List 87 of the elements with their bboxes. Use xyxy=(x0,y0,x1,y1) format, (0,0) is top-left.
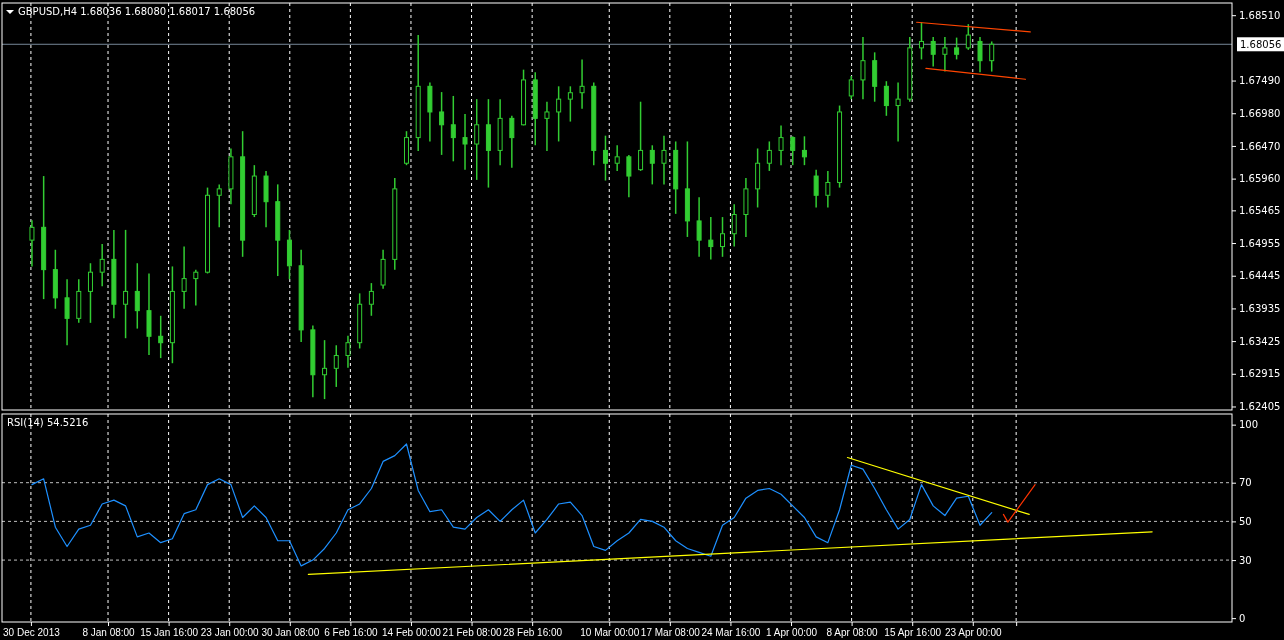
candlestick xyxy=(801,135,807,166)
x-tick-label: 28 Feb 16:00 xyxy=(503,627,563,639)
y-tick-label: 1.63425 xyxy=(1239,335,1281,347)
x-tick-label: 30 Dec 2013 xyxy=(3,627,61,639)
x-tick-label: 6 Feb 16:00 xyxy=(324,627,378,639)
chart-title: RSI(14) 54.5216 xyxy=(7,417,89,428)
y-tick-label: 100 xyxy=(1239,419,1259,431)
candlestick xyxy=(158,315,164,359)
x-tick-label: 17 Mar 08:00 xyxy=(640,627,701,639)
x-tick-label: 15 Jan 16:00 xyxy=(140,627,199,639)
candlestick xyxy=(883,80,889,117)
x-tick-label: 14 Feb 00:00 xyxy=(382,627,442,639)
y-tick-label: 1.64445 xyxy=(1239,270,1281,282)
y-tick-label: 1.67490 xyxy=(1239,75,1281,87)
candlestick xyxy=(954,36,960,61)
y-tick-label: 50 xyxy=(1239,516,1252,528)
y-tick-label: 0 xyxy=(1239,612,1246,624)
candlestick xyxy=(860,36,866,100)
x-tick-label: 10 Mar 00:00 xyxy=(580,627,640,639)
candlestick xyxy=(626,154,632,198)
candlestick xyxy=(638,100,644,172)
x-tick-label: 30 Jan 08:00 xyxy=(261,627,320,639)
candlestick xyxy=(181,245,187,310)
candlestick xyxy=(825,170,831,209)
y-tick-label: 1.68510 xyxy=(1239,9,1281,21)
line-series xyxy=(31,443,993,567)
ref-line-label: 1.68056 xyxy=(1240,39,1282,51)
candlestick xyxy=(930,36,936,68)
candlestick xyxy=(439,91,445,156)
candlestick xyxy=(790,135,796,166)
x-tick-label: 8 Jan 08:00 xyxy=(82,627,136,639)
x-tick-label: 23 Jan 00:00 xyxy=(200,627,260,639)
candlestick xyxy=(567,85,573,123)
candlestick xyxy=(474,98,480,181)
candlestick xyxy=(731,203,737,248)
candlestick xyxy=(778,124,784,166)
x-tick-label: 1 Apr 00:00 xyxy=(765,627,818,639)
candlestick xyxy=(99,243,105,288)
candlestick xyxy=(661,134,667,186)
candlestick xyxy=(64,278,70,347)
candlestick xyxy=(368,282,374,317)
candlestick xyxy=(848,75,854,100)
y-tick-label: 1.62405 xyxy=(1239,401,1281,413)
y-tick-label: 1.65960 xyxy=(1239,173,1281,185)
x-tick-label: 21 Feb 08:00 xyxy=(442,627,502,639)
candlestick xyxy=(602,134,608,182)
candlestick xyxy=(29,219,35,268)
x-tick-label: 15 Apr 16:00 xyxy=(884,627,942,639)
candlestick xyxy=(813,168,819,209)
x-tick-label: 23 Apr 00:00 xyxy=(944,627,1003,639)
candlestick xyxy=(193,268,199,307)
candlestick xyxy=(579,58,585,110)
candlestick xyxy=(123,229,129,339)
y-tick-label: 1.63935 xyxy=(1239,303,1281,315)
candlestick xyxy=(462,113,468,171)
candlestick xyxy=(989,40,995,73)
y-tick-label: 30 xyxy=(1239,554,1252,566)
y-tick-label: 1.62915 xyxy=(1239,368,1281,380)
candlestick xyxy=(556,85,562,143)
candlestick xyxy=(942,36,948,73)
candlestick xyxy=(766,140,772,172)
candlestick xyxy=(720,216,726,258)
candlestick xyxy=(216,183,222,229)
chart-title: GBPUSD,H4 1.68036 1.68080 1.68017 1.68056 xyxy=(18,6,256,17)
candlestick xyxy=(544,100,550,152)
candlestick xyxy=(134,262,140,330)
x-tick-label: 8 Apr 08:00 xyxy=(826,627,879,639)
candlestick xyxy=(333,344,339,388)
candlestick xyxy=(614,144,620,172)
y-tick-label: 1.65465 xyxy=(1239,205,1281,217)
candlestick xyxy=(977,36,983,73)
candlestick xyxy=(918,21,924,61)
candlestick xyxy=(87,262,93,324)
candlestick xyxy=(895,81,901,143)
y-tick-label: 70 xyxy=(1239,477,1252,489)
candlestick xyxy=(696,196,702,258)
y-tick-label: 1.64955 xyxy=(1239,237,1281,249)
candlestick xyxy=(708,216,714,261)
y-tick-label: 1.66980 xyxy=(1239,107,1281,119)
candlestick xyxy=(965,23,971,51)
candlestick xyxy=(345,334,351,369)
candlestick xyxy=(509,115,515,169)
candlestick xyxy=(322,339,328,400)
x-tick-label: 24 Mar 16:00 xyxy=(701,627,761,639)
candlestick xyxy=(450,95,456,163)
candlestick xyxy=(649,144,655,186)
y-tick-label: 1.66470 xyxy=(1239,140,1281,152)
